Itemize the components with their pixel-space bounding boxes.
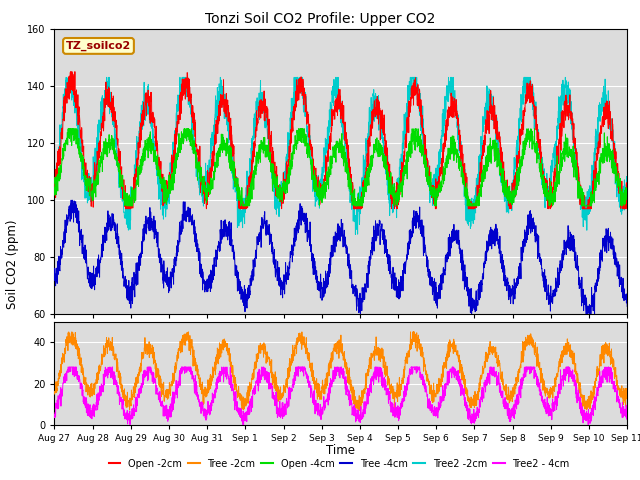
Text: Soil CO2 (ppm): Soil CO2 (ppm) <box>6 219 19 309</box>
X-axis label: Time: Time <box>326 444 355 457</box>
Legend: Open -2cm, Tree -2cm, Open -4cm, Tree -4cm, Tree2 -2cm, Tree2 - 4cm: Open -2cm, Tree -2cm, Open -4cm, Tree -4… <box>105 455 573 473</box>
Text: Tonzi Soil CO2 Profile: Upper CO2: Tonzi Soil CO2 Profile: Upper CO2 <box>205 12 435 26</box>
Text: TZ_soilco2: TZ_soilco2 <box>66 41 131 51</box>
